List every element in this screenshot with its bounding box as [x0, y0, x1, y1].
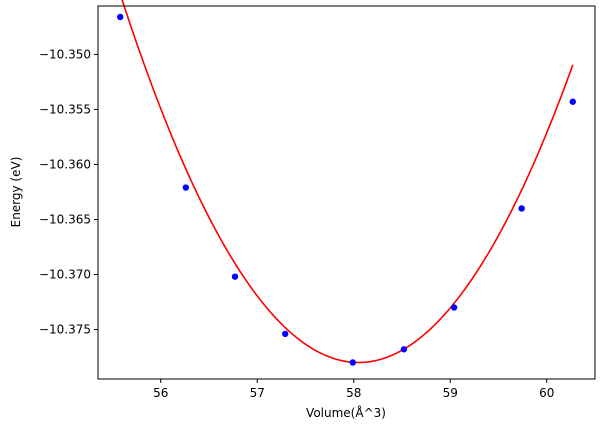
y-tick-label: −10.365 [39, 212, 91, 226]
x-tick-label: 60 [539, 386, 554, 400]
data-point [400, 346, 408, 353]
data-point [450, 304, 458, 311]
x-axis-label: Volume(Å^3) [306, 405, 386, 420]
y-tick-label: −10.375 [39, 322, 91, 336]
data-point [569, 98, 576, 105]
x-tick-label: 57 [250, 386, 265, 400]
y-axis-ticks: −10.350 −10.355 −10.360 −10.365 −10.370 −10.3… [39, 47, 98, 336]
data-points-layer [117, 13, 576, 366]
fit-curve-layer [121, 0, 574, 364]
y-tick-label: −10.360 [39, 157, 91, 171]
data-point [518, 205, 525, 212]
x-tick-label: 58 [346, 386, 361, 400]
y-tick-label: −10.370 [39, 267, 91, 281]
fit-curve-line [121, 0, 574, 364]
data-point [282, 330, 289, 338]
y-tick-label: −10.355 [39, 102, 91, 116]
data-point [182, 184, 190, 191]
y-tick-label: −10.350 [39, 47, 91, 61]
y-axis-label: Energy (eV) [9, 157, 23, 228]
plot-background [98, 6, 595, 379]
data-point [231, 273, 239, 280]
data-point [117, 13, 124, 21]
x-tick-label: 56 [153, 386, 168, 400]
data-point [349, 359, 356, 366]
plot-frame [97, 5, 596, 380]
x-axis-ticks: 56 57 58 59 60 [153, 379, 554, 400]
x-tick-label: 59 [443, 386, 458, 400]
